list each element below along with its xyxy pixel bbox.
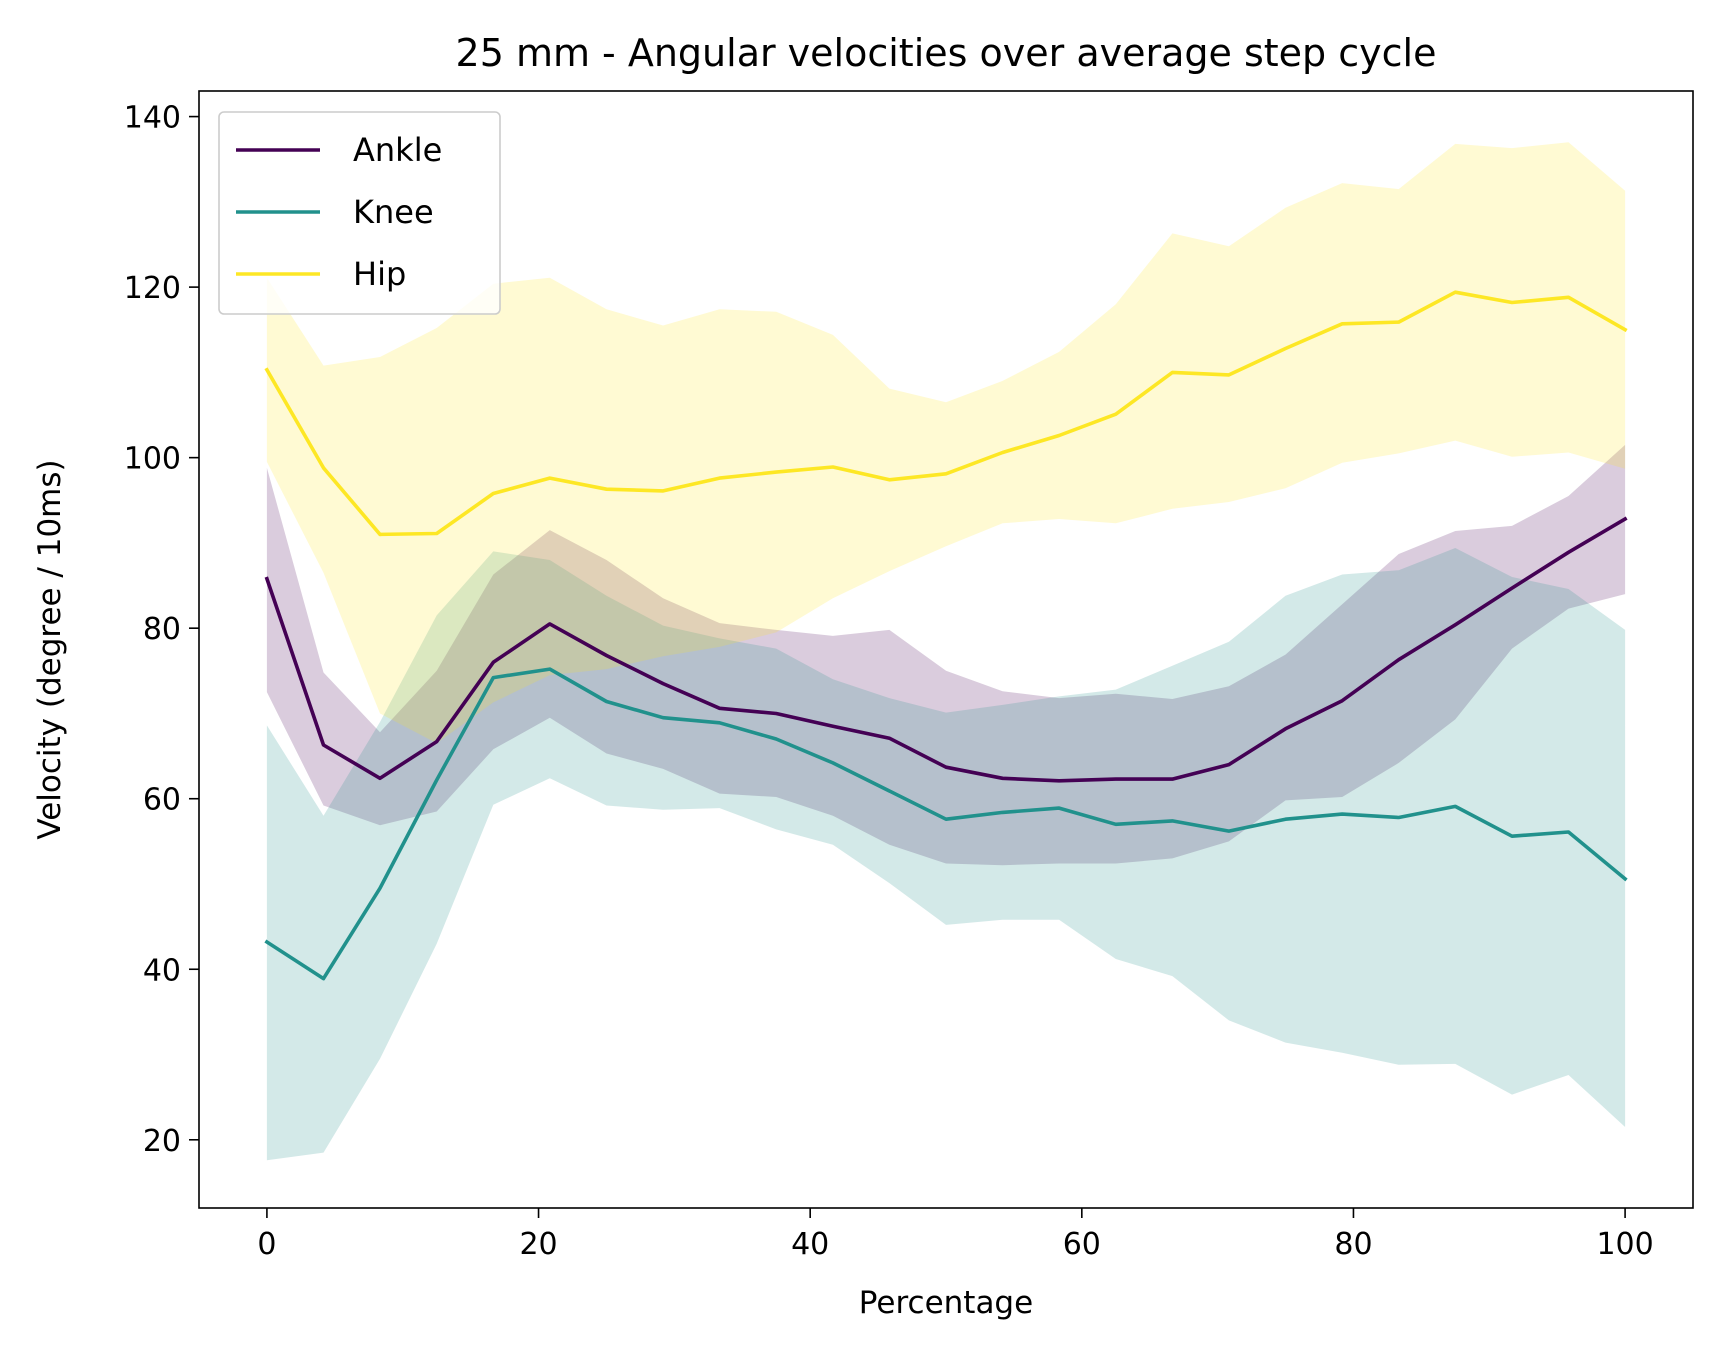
x-axis-label: Percentage [859, 1285, 1033, 1321]
legend-label-ankle: Ankle [353, 131, 442, 169]
y-tick-label: 140 [124, 101, 181, 136]
plot-area-frame [198, 90, 1694, 1209]
legend-label-knee: Knee [353, 193, 434, 231]
series-line-ankle [264, 516, 1628, 783]
x-tick-label: 20 [519, 1227, 557, 1262]
y-axis-ticks: 20 40 60 80 100 120 140 [124, 101, 199, 1159]
y-tick-label: 100 [124, 442, 181, 477]
band-ankle [266, 444, 1626, 866]
x-tick-label: 0 [257, 1227, 276, 1262]
y-tick-label: 60 [143, 783, 181, 818]
x-tick-label: 100 [1596, 1227, 1653, 1262]
legend-label-hip: Hip [353, 255, 406, 293]
x-tick-label: 80 [1334, 1227, 1372, 1262]
legend-box [218, 111, 501, 315]
series-line-knee [264, 667, 1628, 981]
band-hip [266, 142, 1626, 744]
y-tick-label: 80 [143, 612, 181, 647]
y-tick-label: 40 [143, 953, 181, 988]
y-axis-label: Velocity (degree / 10ms) [32, 459, 68, 839]
y-tick-label: 120 [124, 271, 181, 306]
x-tick-label: 60 [1063, 1227, 1101, 1262]
series-lines [264, 290, 1628, 981]
chart-title: 25 mm - Angular velocities over average … [456, 31, 1437, 75]
legend: Ankle Knee Hip [218, 111, 501, 315]
series-line-hip [264, 290, 1628, 537]
y-tick-label: 20 [143, 1124, 181, 1159]
x-axis-ticks: 0 20 40 60 80 100 [257, 1208, 1654, 1262]
x-tick-label: 40 [791, 1227, 829, 1262]
